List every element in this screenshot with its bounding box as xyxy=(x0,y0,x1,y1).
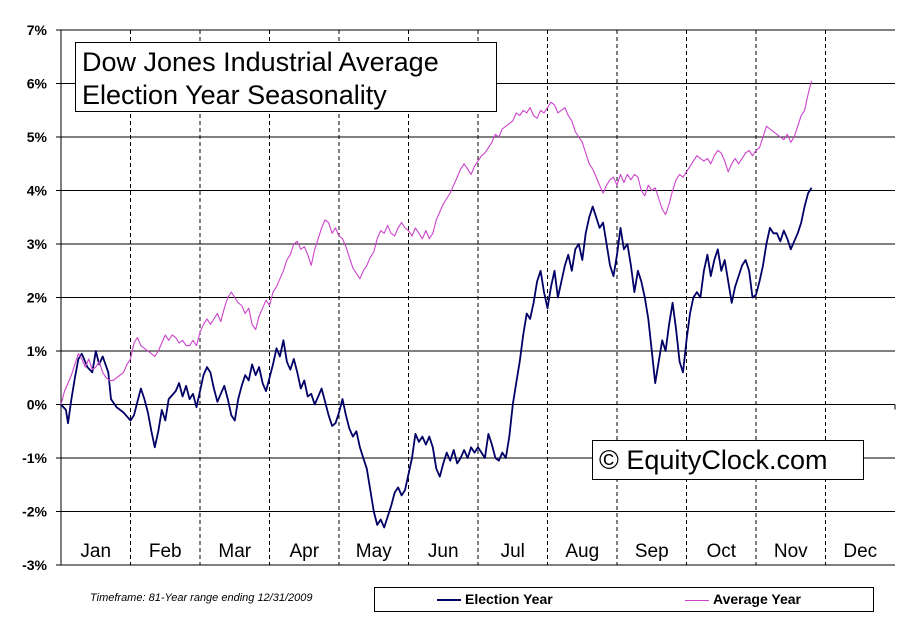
x-tick-label: Jan xyxy=(80,541,111,562)
y-tick-label: 4% xyxy=(27,183,48,199)
y-tick-label: -3% xyxy=(22,557,47,573)
copyright-watermark: © EquityClock.com xyxy=(592,440,864,480)
y-tick-label: 7% xyxy=(27,22,48,38)
y-tick-label: -1% xyxy=(22,450,47,466)
y-tick-label: 5% xyxy=(27,129,48,145)
series-line-average-year xyxy=(60,80,813,405)
x-tick-label: Aug xyxy=(565,541,599,562)
legend-label-average-year: Average Year xyxy=(713,591,801,607)
chart-title-box: Dow Jones Industrial Average Election Ye… xyxy=(75,42,497,112)
legend-swatch-average-year xyxy=(685,599,709,601)
y-tick-label: 6% xyxy=(27,76,48,92)
y-tick-label: -2% xyxy=(22,504,47,520)
axes xyxy=(56,29,896,566)
x-tick-label: Nov xyxy=(774,541,808,562)
x-tick-label: Dec xyxy=(843,541,877,562)
x-tick-label: Apr xyxy=(289,541,319,562)
gridlines xyxy=(61,29,895,565)
x-tick-label: Mar xyxy=(218,541,251,562)
legend-item-election-year: Election Year xyxy=(437,591,553,607)
legend: Election Year Average Year xyxy=(374,587,874,612)
x-tick-label: Oct xyxy=(706,541,736,562)
legend-swatch-election-year xyxy=(437,599,461,602)
y-tick-label: 0% xyxy=(27,397,48,413)
y-tick-label: 1% xyxy=(27,343,48,359)
legend-item-average-year: Average Year xyxy=(685,591,801,607)
chart-subtitle: Election Year Seasonality xyxy=(82,80,387,110)
chart-title: Dow Jones Industrial Average xyxy=(82,47,439,77)
x-tick-label: Sep xyxy=(635,541,669,562)
series-lines xyxy=(60,80,813,529)
tick-labels: 7% 6% 5% 4% 3% 2% 1% 0% -1% -2% -3% Jan Feb Mar Apr May… xyxy=(22,22,877,573)
y-tick-label: 3% xyxy=(27,236,48,252)
y-tick-label: 2% xyxy=(27,290,48,306)
x-tick-label: Jul xyxy=(501,541,525,562)
timeframe-footnote: Timeframe: 81-Year range ending 12/31/20… xyxy=(90,592,313,604)
x-tick-label: Feb xyxy=(149,541,182,562)
x-tick-label: May xyxy=(356,541,392,562)
x-tick-label: Jun xyxy=(428,541,459,562)
series-line-election-year xyxy=(60,187,813,529)
legend-label-election-year: Election Year xyxy=(465,591,553,607)
